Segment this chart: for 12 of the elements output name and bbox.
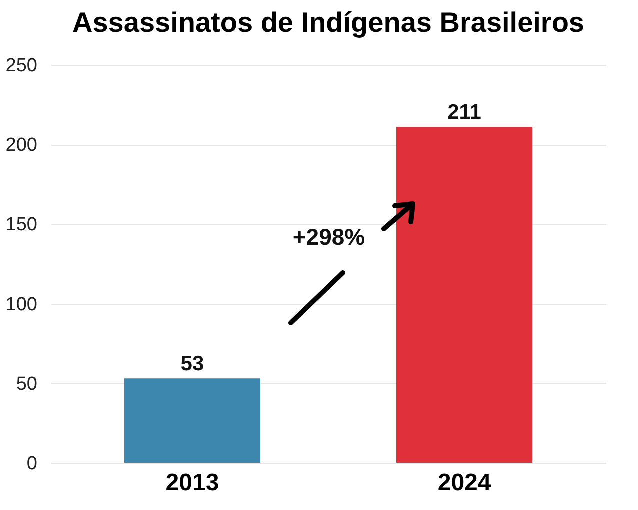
y-tick-label: 150 — [6, 214, 38, 236]
data-label: 53 — [180, 352, 204, 376]
y-tick-label: 50 — [16, 374, 38, 395]
y-tick-label: 250 — [6, 56, 38, 76]
annotation: +298% — [292, 224, 366, 250]
x-tick-label: 2024 — [438, 470, 492, 496]
data-label: 211 — [448, 101, 482, 124]
y-tick-label: 200 — [6, 135, 38, 156]
chart-title: Assassinatos de Indígenas Brasileiros — [72, 7, 584, 38]
y-tick-label: 100 — [6, 294, 38, 316]
x-tick-label: 2013 — [166, 470, 220, 496]
y-tick-label: 0 — [26, 454, 38, 474]
